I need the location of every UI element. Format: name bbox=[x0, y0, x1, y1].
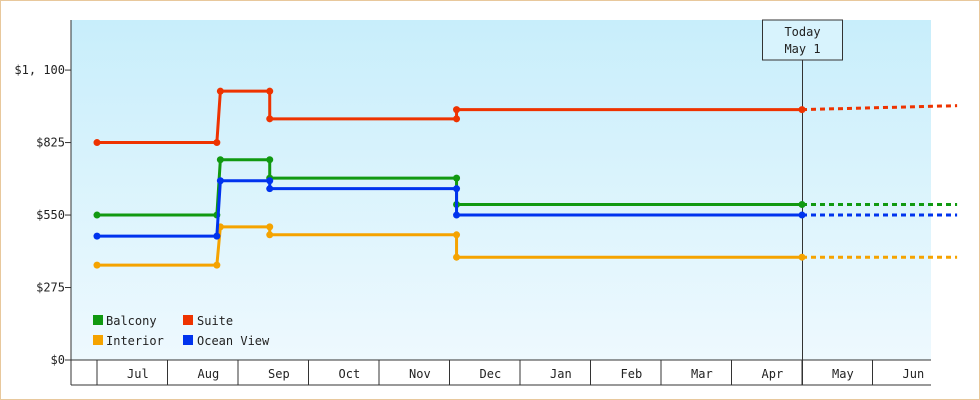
legend-label-suite: Suite bbox=[197, 314, 233, 328]
data-point-interior bbox=[453, 253, 461, 261]
series-suite bbox=[93, 87, 958, 147]
series-projection-suite bbox=[801, 104, 958, 112]
data-point-balcony bbox=[216, 156, 224, 164]
y-tick-label: $1, 100 bbox=[14, 63, 65, 77]
data-point-ocean-view bbox=[266, 185, 274, 193]
series-layer bbox=[93, 87, 958, 269]
today-label-line2: May 1 bbox=[784, 42, 820, 56]
data-point-suite bbox=[266, 87, 274, 95]
y-tick-label: $0 bbox=[51, 353, 65, 367]
x-tick-label: Jul bbox=[127, 367, 149, 381]
y-tick-label: $825 bbox=[36, 136, 65, 150]
data-point-balcony bbox=[266, 156, 274, 164]
legend-swatch-interior bbox=[93, 335, 103, 345]
data-point-suite bbox=[266, 115, 274, 123]
data-point-interior bbox=[213, 261, 221, 269]
x-tick-label: Mar bbox=[691, 367, 713, 381]
y-tick-label: $275 bbox=[36, 281, 65, 295]
x-tick-label: Aug bbox=[198, 367, 220, 381]
x-tick-label: Apr bbox=[762, 367, 784, 381]
x-tick-label: May bbox=[832, 367, 854, 381]
data-point-ocean-view bbox=[216, 177, 224, 185]
legend-label-interior: Interior bbox=[106, 334, 164, 348]
y-tick-label: $550 bbox=[36, 208, 65, 222]
x-tick-label: Oct bbox=[339, 367, 361, 381]
x-tick-label: Jan bbox=[550, 367, 572, 381]
data-point-suite bbox=[213, 139, 221, 147]
data-point-interior bbox=[798, 253, 806, 261]
legend-label-ocean-view: Ocean View bbox=[197, 334, 270, 348]
data-point-balcony bbox=[453, 174, 461, 182]
legend-label-balcony: Balcony bbox=[106, 314, 157, 328]
series-line-interior bbox=[97, 225, 802, 267]
data-point-interior bbox=[266, 223, 274, 231]
x-tick-label: Feb bbox=[621, 367, 643, 381]
y-axis: $0 $275 $550 $825 $1, 100 bbox=[14, 20, 72, 385]
data-point-ocean-view bbox=[93, 232, 101, 240]
data-point-ocean-view bbox=[453, 185, 461, 193]
series-line-ocean-view bbox=[97, 179, 802, 238]
data-point-suite bbox=[798, 106, 806, 114]
data-point-suite bbox=[453, 115, 461, 123]
today-box bbox=[762, 19, 843, 61]
legend-swatch-balcony bbox=[93, 315, 103, 325]
legend-swatch-suite bbox=[183, 315, 193, 325]
today-label-line1: Today bbox=[784, 25, 820, 39]
today-marker: Today May 1 bbox=[762, 19, 843, 385]
data-point-ocean-view bbox=[798, 211, 806, 219]
data-point-interior bbox=[93, 261, 101, 269]
data-point-balcony bbox=[93, 211, 101, 219]
plot-background bbox=[71, 20, 931, 360]
legend: Balcony Suite Interior Ocean View bbox=[93, 314, 270, 348]
x-tick-label: Dec bbox=[480, 367, 502, 381]
data-point-suite bbox=[453, 106, 461, 114]
data-point-interior bbox=[453, 231, 461, 239]
data-point-ocean-view bbox=[453, 211, 461, 219]
data-point-balcony bbox=[798, 200, 806, 208]
x-tick-label: Nov bbox=[409, 367, 431, 381]
data-point-suite bbox=[216, 87, 224, 95]
legend-swatch-ocean-view bbox=[183, 335, 193, 345]
x-tick-label: Jun bbox=[903, 367, 925, 381]
data-point-interior bbox=[266, 231, 274, 239]
data-point-ocean-view bbox=[266, 177, 274, 185]
data-point-ocean-view bbox=[213, 232, 221, 240]
series-ocean-view bbox=[93, 177, 958, 240]
data-point-suite bbox=[93, 139, 101, 147]
x-tick-label: Sep bbox=[268, 367, 290, 381]
